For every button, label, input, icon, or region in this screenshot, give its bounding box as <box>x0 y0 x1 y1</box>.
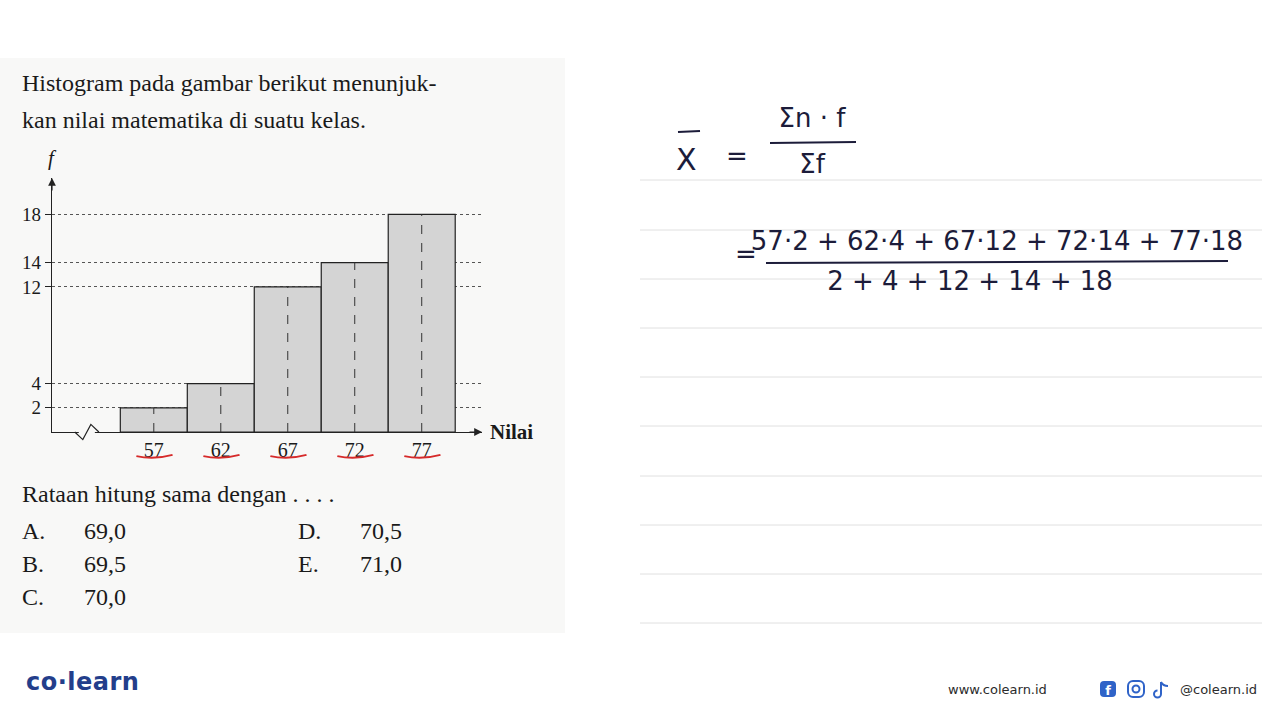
html-text:www.colearn.id: www.colearn.id <box>948 682 1047 697</box>
svg-text:57·2 + 62·4 + 67·12 + 72·14 +: 57·2 + 62·4 + 67·12 + 72·14 + 77·18 <box>751 226 1243 256</box>
html-text:co·learn: co·learn <box>26 668 140 696</box>
svg-text:62: 62 <box>211 439 231 461</box>
html-text:70,5: 70,5 <box>360 518 402 544</box>
svg-text:Σf: Σf <box>799 149 825 179</box>
html-text:70,0: 70,0 <box>84 584 126 610</box>
svg-text:f: f <box>1105 683 1111 698</box>
html-text:Rataan hitung sama dengan . .: Rataan hitung sama dengan . . . . <box>22 481 335 507</box>
html-text:@colearn.id: @colearn.id <box>1180 682 1257 697</box>
svg-text:Σn · f: Σn · f <box>779 103 847 133</box>
svg-text:2 + 4 + 12 + 14 + 18: 2 + 4 + 12 + 14 + 18 <box>827 266 1113 296</box>
svg-text:14: 14 <box>22 252 42 273</box>
svg-text:4: 4 <box>32 373 42 394</box>
html-text:D.: D. <box>298 518 322 544</box>
svg-text:X: X <box>676 142 697 177</box>
svg-text:12: 12 <box>22 277 41 298</box>
svg-text:2: 2 <box>32 397 42 418</box>
svg-text:f: f <box>48 146 57 170</box>
html-text:Histogram pada gambar berikut: Histogram pada gambar berikut menunjuk- <box>22 70 437 96</box>
svg-text:67: 67 <box>278 439 298 461</box>
svg-text:=: = <box>726 141 748 171</box>
html-text:71,0: 71,0 <box>360 551 402 577</box>
html-text:69,5: 69,5 <box>84 551 126 577</box>
svg-text:18: 18 <box>22 204 41 225</box>
html-text:69,0: 69,0 <box>84 518 126 544</box>
svg-text:57: 57 <box>144 439 164 461</box>
html-text:C.: C. <box>22 584 44 610</box>
html-text:E.: E. <box>298 551 319 577</box>
svg-text:Nilai: Nilai <box>490 420 533 444</box>
html-text:A.: A. <box>22 518 46 544</box>
html-text:B.: B. <box>22 551 44 577</box>
html-text:kan nilai matematika di suatu: kan nilai matematika di suatu kelas. <box>22 107 366 133</box>
svg-text:77: 77 <box>412 439 432 461</box>
svg-text:72: 72 <box>345 439 365 461</box>
